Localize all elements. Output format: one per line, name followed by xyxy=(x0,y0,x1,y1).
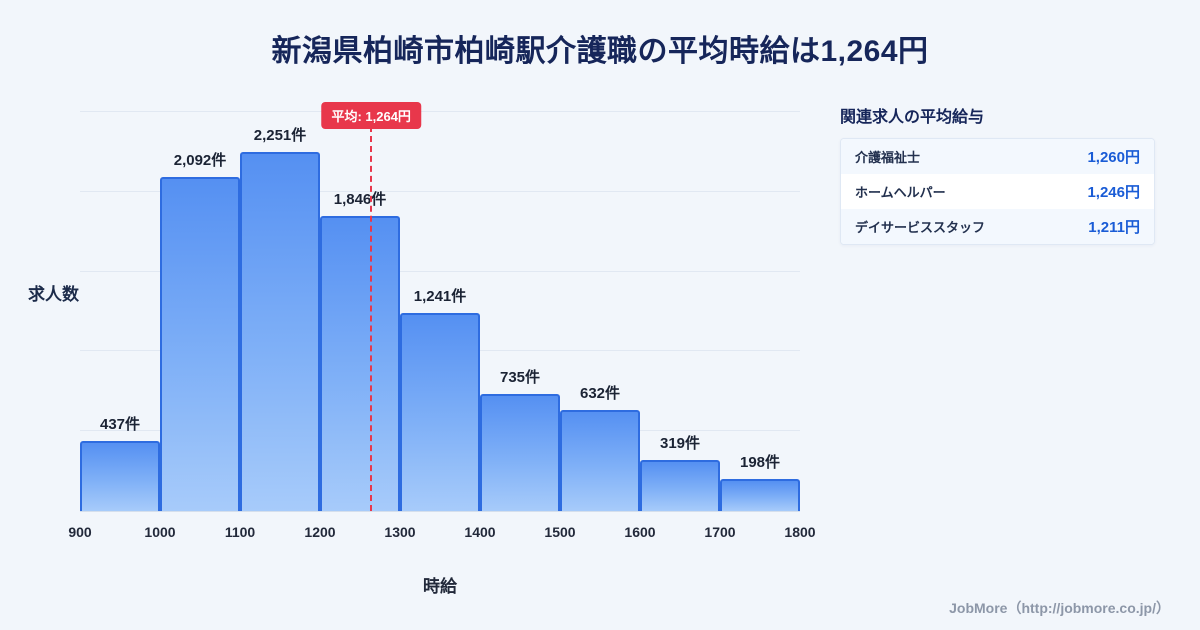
footer-credit: JobMore（http://jobmore.co.jp/） xyxy=(949,600,1170,616)
gridline xyxy=(80,111,800,112)
bar-value-label: 2,251件 xyxy=(253,126,307,144)
x-axis-tick: 1100 xyxy=(224,524,256,540)
x-axis-tick: 1600 xyxy=(624,524,656,540)
bar-value-label: 1,846件 xyxy=(333,191,387,209)
histogram-bar xyxy=(480,393,560,511)
related-jobs-card: 介護福祉士 1,260円ホームヘルパー 1,246円デイサービススタッフ 1,211円 xyxy=(840,138,1155,245)
related-job-row: ホームヘルパー 1,246円 xyxy=(841,174,1154,209)
histogram-bar xyxy=(640,460,720,511)
related-job-value: 1,260円 xyxy=(1087,149,1140,166)
bar-value-label: 632件 xyxy=(579,385,621,403)
plot-area: 平均: 1,264円 437件 2,092件 2,251件 1,846件 1,241件 7… xyxy=(80,102,800,512)
x-axis-ticks: 900 1000 1100 1200 1300 1400 1500 1600 1700 1800 xyxy=(68,524,815,544)
gridline xyxy=(80,270,800,272)
bar-value-label: 1,241件 xyxy=(413,287,467,305)
x-axis-tick: 1500 xyxy=(544,524,576,540)
y-axis-label: 求人数 xyxy=(28,285,79,304)
x-axis-tick: 1300 xyxy=(384,524,416,540)
histogram-bar xyxy=(720,479,800,511)
related-job-row: デイサービススタッフ 1,211円 xyxy=(841,209,1154,244)
side-panel-title: 関連求人の平均給与 xyxy=(840,109,985,126)
x-axis-tick: 1700 xyxy=(704,524,736,540)
histogram-bar xyxy=(320,216,400,511)
average-line xyxy=(370,126,373,511)
x-axis-tick: 1200 xyxy=(304,524,336,540)
related-job-value: 1,246円 xyxy=(1087,184,1140,201)
x-axis-label: 時給 xyxy=(423,577,457,596)
histogram-bar xyxy=(160,177,240,511)
x-axis-tick: 1400 xyxy=(464,524,496,540)
bar-value-label: 437件 xyxy=(99,416,141,434)
histogram-bar xyxy=(560,410,640,511)
bar-value-label: 319件 xyxy=(659,435,701,453)
average-badge: 平均: 1,264円 xyxy=(321,102,421,129)
gridline xyxy=(80,190,800,192)
page-title: 新潟県柏崎市柏崎駅介護職の平均時給は1,264円 xyxy=(271,35,929,68)
histogram-bar xyxy=(400,312,480,511)
bar-value-label: 198件 xyxy=(739,454,781,472)
related-job-label: デイサービススタッフ xyxy=(855,220,986,235)
histogram-bar xyxy=(240,151,320,511)
bar-value-label: 2,092件 xyxy=(173,152,227,170)
x-axis-tick: 1000 xyxy=(144,524,176,540)
related-job-label: ホームヘルパー xyxy=(855,185,946,200)
bar-value-label: 735件 xyxy=(499,368,541,386)
related-job-label: 介護福祉士 xyxy=(855,150,921,165)
histogram-bar xyxy=(80,441,160,511)
related-job-value: 1,211円 xyxy=(1088,219,1140,236)
x-axis-tick: 900 xyxy=(68,524,92,540)
x-axis-tick: 1800 xyxy=(784,524,816,540)
related-job-row: 介護福祉士 1,260円 xyxy=(841,139,1154,174)
